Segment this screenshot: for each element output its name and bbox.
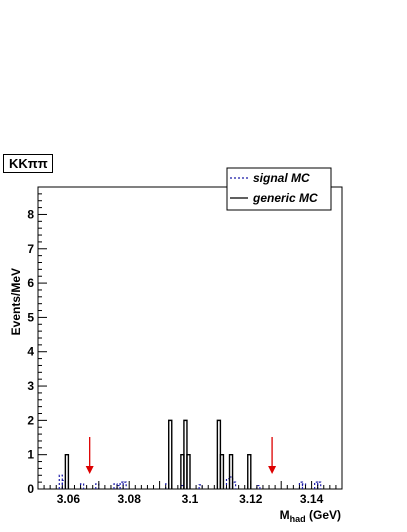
- signal-bin-1: [61, 479, 66, 489]
- y-tick-label: 1: [27, 448, 34, 462]
- plot-frame: [37, 186, 343, 490]
- y-axis-ticks: 0 1 2 3 4 5 6 7 8: [27, 186, 47, 496]
- legend: signal MC generic MC: [226, 167, 332, 211]
- legend-box: [226, 167, 332, 211]
- y-tick-label: 5: [27, 310, 34, 324]
- generic-bin-0: [64, 453, 70, 489]
- generic-mc-series: [64, 419, 252, 489]
- y-tick-label: 3: [27, 379, 34, 393]
- cut-arrow-0: [85, 437, 94, 474]
- generic-bin-7: [228, 453, 234, 489]
- legend-label-generic: generic MC: [252, 191, 318, 205]
- y-tick-label: 2: [27, 413, 34, 427]
- generic-bin-4: [186, 453, 191, 489]
- x-tick-label: 3.08: [118, 492, 142, 506]
- chart-title: KKππ: [3, 154, 53, 173]
- x-tick-label: 3.12: [239, 492, 263, 506]
- cut-arrow-head-1: [268, 466, 277, 474]
- legend-label-signal: signal MC: [253, 171, 310, 185]
- x-tick-label: 3.1: [182, 492, 199, 506]
- signal-bin-7: [122, 481, 127, 489]
- cut-arrow-1: [268, 437, 277, 474]
- y-tick-label: 0: [27, 482, 34, 496]
- signal-bin-18: [317, 481, 322, 489]
- signal-bin-13: [231, 481, 237, 489]
- y-tick-label: 8: [27, 207, 34, 221]
- y-tick-label: 4: [27, 345, 34, 359]
- x-tick-label: 3.14: [300, 492, 324, 506]
- signal-bin-15: [298, 481, 304, 489]
- x-tick-label: 3.06: [57, 492, 81, 506]
- y-tick-label: 6: [27, 276, 34, 290]
- y-axis-label: Events/MeV: [9, 268, 23, 335]
- y-tick-label: 7: [27, 242, 34, 256]
- x-axis-label: Mhad (GeV): [280, 508, 341, 524]
- signal-bin-11: [225, 478, 231, 489]
- generic-bin-1: [168, 419, 173, 489]
- cut-arrow-head-0: [85, 466, 94, 474]
- x-axis-ticks: 3.06 3.08 3.1 3.12 3.14: [37, 481, 343, 506]
- generic-bin-8: [247, 453, 252, 489]
- generic-bin-6: [219, 453, 225, 489]
- cut-arrows: [85, 437, 277, 474]
